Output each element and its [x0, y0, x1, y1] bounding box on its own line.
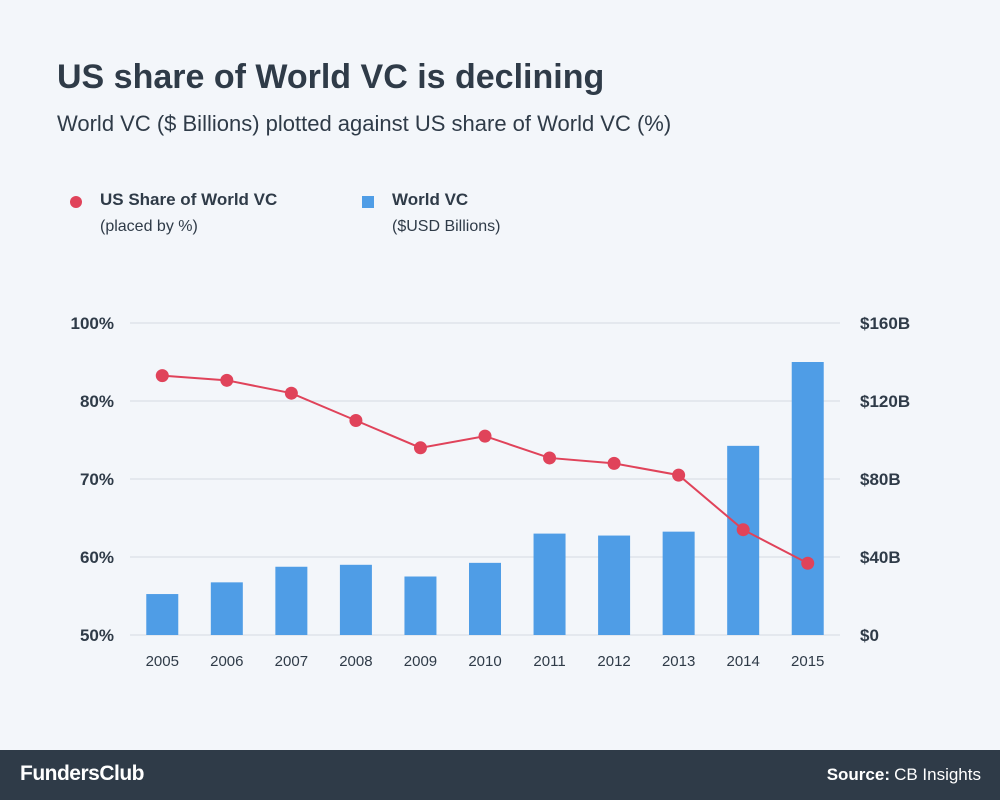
right-tick-label: $120B [860, 392, 910, 411]
legend-sublabel-us-share: (placed by %) [100, 218, 198, 235]
data-point [155, 369, 169, 383]
x-tick-label: 2011 [533, 653, 565, 670]
right-tick-label: $160B [860, 314, 910, 333]
legend-sublabel-world-vc: ($USD Billions) [392, 218, 501, 235]
data-point [736, 523, 750, 537]
legend-item-world-vc: World VC ($USD Billions) [362, 190, 501, 236]
brand-logo: FundersClub [20, 762, 145, 785]
x-tick-label: 2013 [662, 653, 695, 670]
left-tick-label: 60% [80, 548, 114, 567]
legend-square-icon [362, 196, 374, 208]
right-tick-label: $40B [860, 548, 901, 567]
chart-subtitle: World VC ($ Billions) plotted against US… [57, 111, 672, 136]
left-tick-label: 100% [71, 314, 114, 333]
bar [791, 362, 824, 635]
series-line [162, 374, 809, 565]
data-point [284, 386, 298, 400]
right-tick-label: $80B [860, 470, 901, 489]
source-label: Source: [826, 765, 890, 784]
bar [533, 533, 566, 635]
legend-label-us-share: US Share of World VC [100, 190, 278, 209]
x-tick-label: 2014 [726, 653, 759, 670]
combo-chart: 100% 80% 70% 60% 50% $160B $120B $80B $40B $0 2005… [71, 314, 911, 670]
footer-bar: FundersClub Source: CB Insights [0, 750, 1000, 800]
legend-label-world-vc: World VC [392, 190, 469, 209]
legend-dot-icon [70, 196, 82, 208]
legend-item-us-share: US Share of World VC (placed by %) [70, 190, 278, 236]
bar [146, 594, 179, 635]
x-tick-label: 2012 [597, 653, 630, 670]
bar [339, 564, 372, 635]
left-tick-label: 80% [80, 392, 114, 411]
data-point [478, 429, 492, 443]
x-tick-label: 2010 [468, 653, 501, 670]
data-point [413, 441, 427, 455]
chart-title: US share of World VC is declining [57, 58, 605, 96]
right-tick-label: $0 [860, 626, 879, 645]
left-tick-label: 50% [80, 626, 114, 645]
x-tick-label: 2006 [210, 653, 243, 670]
data-point [220, 373, 234, 387]
bar [727, 445, 760, 635]
bar [469, 562, 501, 635]
bar [210, 582, 243, 635]
x-tick-label: 2005 [146, 653, 179, 670]
data-point [801, 556, 815, 570]
source-value: CB Insights [894, 765, 981, 784]
x-tick-label: 2009 [404, 653, 437, 670]
left-tick-label: 70% [80, 470, 114, 489]
x-tick-label: 2008 [339, 653, 372, 670]
data-point [672, 468, 686, 482]
x-tick-label: 2015 [791, 653, 824, 670]
data-point [543, 451, 557, 465]
x-tick-label: 2007 [275, 653, 308, 670]
data-point [607, 456, 621, 470]
bar [275, 566, 308, 635]
bar [662, 531, 695, 635]
bar [404, 576, 437, 635]
data-point [349, 414, 363, 427]
bar [598, 535, 631, 635]
